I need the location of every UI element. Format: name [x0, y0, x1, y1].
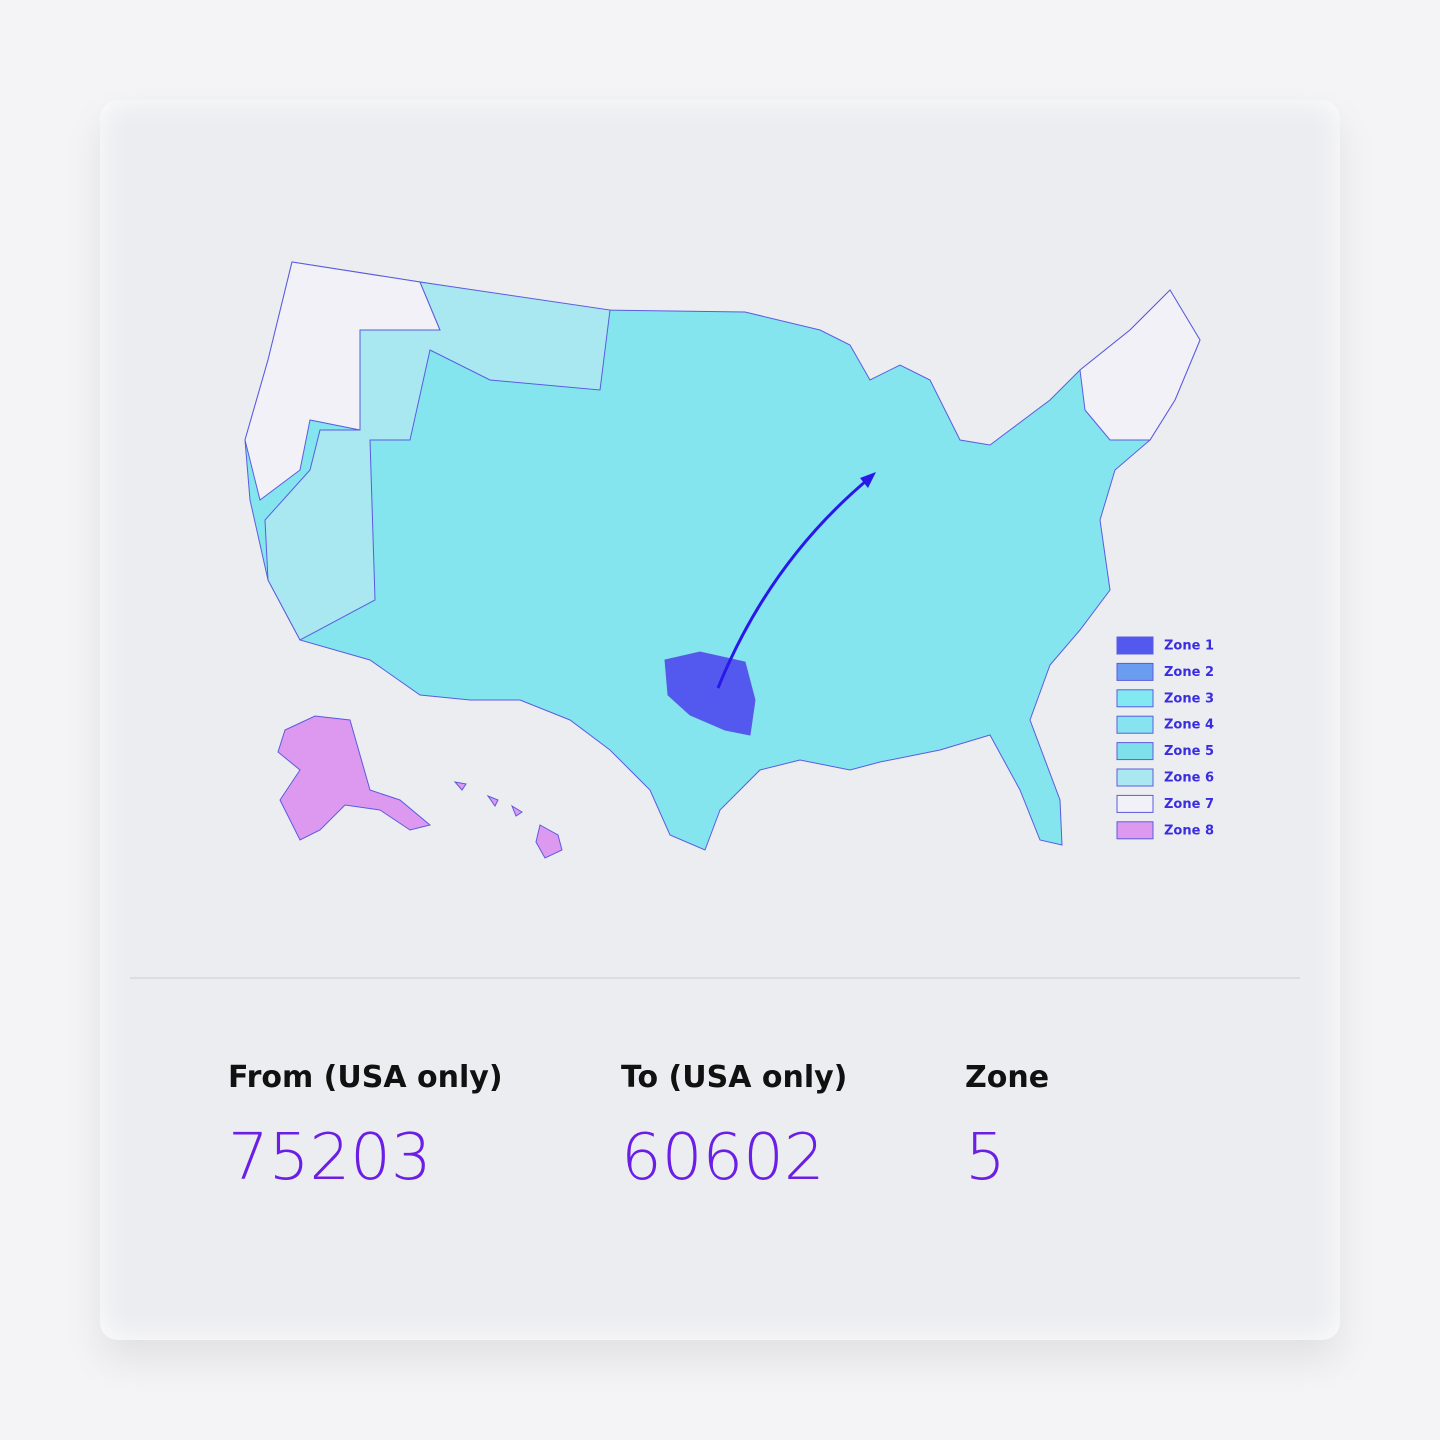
zone-7-northeast — [1079, 289, 1201, 441]
legend-label: Zone 3 — [1164, 691, 1214, 706]
legend-label: Zone 1 — [1164, 639, 1214, 654]
card: Zone 1 Zone 2 Zone 3 Zone 4 Zone 5 Zone 6 Zone… — [100, 100, 1340, 1340]
zone-map: Zone 1 Zone 2 Zone 3 Zone 4 Zone 5 Zone 6 Zone… — [244, 261, 1214, 859]
hawaii — [453, 781, 563, 859]
legend-swatch — [1116, 715, 1154, 734]
legend: Zone 1 Zone 2 Zone 3 Zone 4 Zone 5 Zone 6 Zone… — [1116, 636, 1214, 840]
field: To (USA only) 60602 — [621, 1060, 847, 1195]
legend-label: Zone 5 — [1164, 744, 1214, 759]
field: Zone 5 — [965, 1060, 1049, 1195]
legend-label: Zone 8 — [1164, 823, 1214, 838]
legend-swatch — [1116, 689, 1154, 708]
zone-6-band — [264, 281, 611, 641]
field: From (USA only) 75203 — [228, 1060, 503, 1195]
contiguous-us — [244, 261, 1201, 851]
legend-label: Zone 7 — [1164, 797, 1214, 812]
legend-swatch — [1116, 636, 1154, 655]
field-value[interactable]: 75203 — [228, 1121, 432, 1195]
legend-label: Zone 2 — [1164, 665, 1214, 680]
legend-swatch — [1116, 794, 1154, 813]
legend-swatch — [1116, 742, 1154, 761]
legend-swatch — [1116, 768, 1154, 787]
zone-1-region — [664, 651, 756, 736]
route-arrow — [716, 474, 873, 689]
legend-label: Zone 4 — [1164, 718, 1214, 733]
map-shapes — [244, 261, 1201, 859]
legend-swatch — [1116, 662, 1154, 681]
legend-swatch — [1116, 821, 1154, 840]
field-value[interactable]: 60602 — [621, 1121, 825, 1195]
divider — [130, 977, 1300, 979]
field-value[interactable]: 5 — [965, 1121, 1006, 1195]
legend-label: Zone 6 — [1164, 771, 1214, 786]
field-label: From (USA only) — [228, 1060, 503, 1095]
alaska — [277, 715, 432, 841]
route-arrowhead — [860, 472, 876, 488]
field-label: To (USA only) — [621, 1060, 848, 1095]
field-label: Zone — [965, 1060, 1050, 1095]
